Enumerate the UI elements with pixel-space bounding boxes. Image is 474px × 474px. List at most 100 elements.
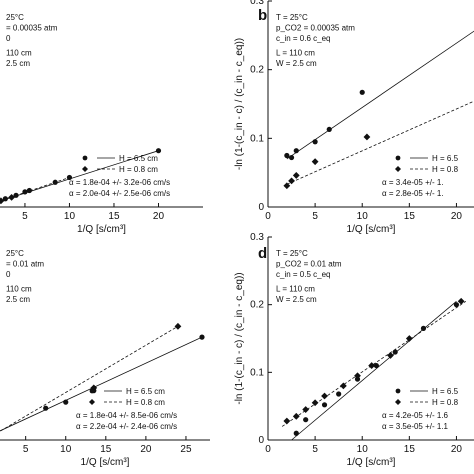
data-point-circle	[359, 89, 365, 95]
fit-line-solid	[286, 30, 474, 160]
x-tick-label: 25	[180, 444, 192, 455]
x-axis-label: 1/Q [s/cm³]	[347, 457, 396, 468]
x-tick-label: 10	[357, 444, 369, 455]
legend-marker-circle	[395, 155, 401, 161]
annotation-text: T = 25°C	[276, 249, 308, 258]
x-axis-label: 1/Q [s/cm³]	[77, 224, 126, 235]
data-point-circle	[453, 302, 460, 308]
y-tick-label: 0.3	[250, 232, 264, 243]
x-axis-label: 1/Q [s/cm³]	[81, 457, 130, 468]
legend-entry: H = 0.8	[432, 165, 459, 174]
annotation-text: 2.5 cm	[6, 59, 30, 68]
legend-marker-circle	[82, 155, 88, 161]
annotation-text: p_CO2 = 0.00035 atm	[276, 24, 355, 33]
legend-marker-diamond	[82, 166, 88, 172]
y-tick-label: 0.3	[250, 0, 264, 7]
data-point-diamond	[174, 322, 182, 330]
data-point-diamond	[8, 193, 15, 201]
data-point-diamond	[387, 352, 394, 359]
data-point-circle	[373, 362, 379, 369]
annotation-text: 110 cm	[6, 285, 32, 294]
x-tick-label: 20	[153, 211, 165, 222]
x-tick-label: 0	[265, 444, 271, 455]
data-point-circle	[392, 349, 398, 355]
annotation-text: 25°C	[6, 13, 24, 22]
data-point-diamond	[457, 297, 465, 305]
x-tick-label: 10	[357, 211, 369, 222]
x-tick-label: 15	[100, 444, 112, 455]
data-point-circle	[321, 402, 328, 408]
legend-entry: H = 0.8 cm	[119, 165, 158, 174]
x-tick-label: 5	[22, 211, 28, 222]
x-tick-label: 10	[60, 444, 72, 455]
x-tick-label: 0	[265, 211, 271, 222]
x-tick-label: 20	[140, 444, 152, 455]
annotation-text: L = 110 cm	[276, 285, 315, 294]
annotation-text: T = 25°C	[276, 13, 308, 22]
legend-alpha-text: α = 3.5e-05 +/- 1.1	[382, 422, 449, 431]
panel-d: 0 5 10 15 20 0 0.1 0.2 0.3 1/Q [s/cm³] -ln (1-(c_i…	[234, 232, 474, 468]
data-point-diamond	[0, 197, 5, 205]
data-point-diamond	[90, 384, 98, 392]
y-tick-label: 0	[258, 202, 264, 213]
data-point-circle	[312, 139, 318, 145]
data-point-diamond	[288, 177, 295, 185]
x-tick-label: 5	[312, 211, 318, 222]
data-point-diamond	[292, 172, 300, 179]
legend-alpha-text: α = 1.8e-04 +/- 3.2e-06 cm/s	[69, 178, 170, 187]
data-point-diamond	[321, 392, 328, 400]
x-tick-label: 15	[108, 211, 120, 222]
annotation-text: W = 2.5 cm	[276, 59, 317, 68]
data-point-diamond	[311, 399, 319, 407]
legend-marker-diamond	[89, 399, 95, 405]
legend-marker-diamond	[395, 166, 401, 172]
y-tick-label: 0	[258, 435, 264, 446]
data-point-circle	[26, 187, 32, 194]
annotation-text: W = 2.5 cm	[276, 295, 317, 304]
data-point-diamond	[339, 382, 347, 390]
x-tick-label: 20	[451, 211, 463, 222]
data-point-diamond	[368, 362, 376, 369]
y-tick-label: 0.1	[250, 367, 264, 378]
legend-entry: H = 6.5 cm	[119, 154, 158, 163]
x-axis-label: 1/Q [s/cm³]	[347, 224, 396, 235]
panel-label-b: b	[258, 7, 267, 24]
data-point-circle	[52, 179, 58, 185]
legend-alpha-text: α = 1.8e-04 +/- 8.5e-06 cm/s	[76, 411, 177, 420]
data-point-circle	[326, 126, 332, 133]
data-point-circle	[155, 148, 162, 154]
annotation-text: 0	[6, 270, 11, 279]
fit-line-solid	[0, 336, 203, 432]
annotation-text: 0	[6, 34, 11, 43]
fit-line-dashed	[0, 177, 70, 202]
x-tick-label: 15	[404, 211, 416, 222]
data-point-diamond	[311, 158, 319, 166]
annotation-text: = 0.01 atm	[6, 260, 44, 269]
legend-marker-circle	[395, 388, 401, 394]
legend-entry: H = 0.8	[432, 398, 459, 407]
y-tick-label: 0.2	[250, 65, 264, 76]
y-tick-label: 0.1	[250, 133, 264, 144]
data-point-circle	[66, 174, 73, 181]
fit-line-solid	[291, 300, 457, 441]
data-point-circle	[336, 391, 342, 397]
legend-entry: H = 0.8 cm	[126, 398, 165, 407]
annotation-text: p_CO2 = 0.01 atm	[276, 260, 342, 269]
legend-marker-circle	[89, 388, 95, 394]
annotation-text: c_in = 0.6 c_eq	[276, 34, 330, 43]
annotation-text: c_in = 0.5 c_eq	[276, 270, 330, 279]
legend-entry: H = 6.5	[432, 154, 459, 163]
fit-line-dashed	[0, 325, 179, 432]
panel-b: 0 5 10 15 20 0 0.1 0.2 0.3 1/Q [s/cm³] -ln (1-(c_i…	[234, 0, 474, 235]
data-point-circle	[293, 430, 299, 436]
data-point-circle	[293, 148, 299, 154]
y-axis-label: -ln (1-(c_in - c) / (c_in - c_eq))	[234, 38, 245, 170]
data-point-circle	[199, 334, 205, 340]
annotation-text: 2.5 cm	[6, 295, 30, 304]
legend-entry: H = 6.5	[432, 387, 459, 396]
data-point-circle	[63, 399, 69, 405]
annotation-text: 25°C	[6, 249, 24, 258]
data-point-circle	[303, 417, 309, 423]
